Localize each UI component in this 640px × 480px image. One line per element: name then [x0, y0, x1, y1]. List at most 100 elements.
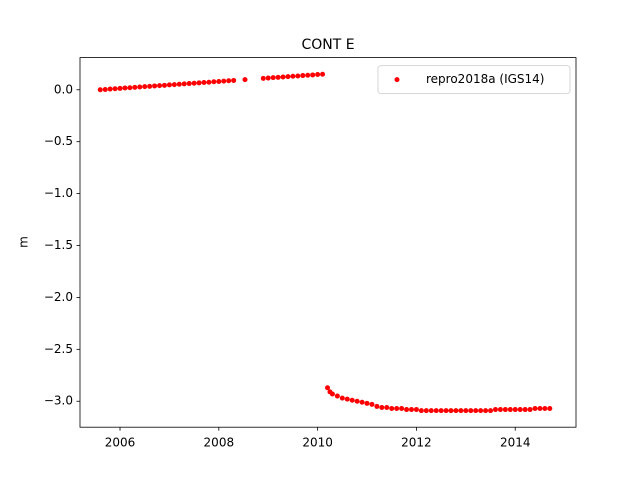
data-point	[512, 407, 518, 413]
data-point	[364, 400, 370, 406]
data-point	[242, 77, 248, 83]
x-tick-label: 2012	[401, 436, 432, 450]
data-point	[428, 408, 434, 414]
data-point	[270, 75, 276, 81]
data-point	[300, 73, 306, 79]
data-point	[216, 78, 222, 84]
data-point	[161, 82, 167, 88]
data-point	[191, 80, 197, 86]
data-point	[384, 404, 390, 410]
data-point	[344, 396, 350, 402]
data-point	[211, 79, 217, 85]
data-point	[458, 408, 464, 414]
data-point	[374, 403, 380, 409]
data-point	[152, 83, 158, 89]
data-point	[329, 391, 335, 397]
data-point	[389, 406, 395, 412]
data-point	[176, 81, 182, 87]
data-point	[97, 87, 103, 93]
data-point	[527, 407, 533, 413]
legend-label: repro2018a (IGS14)	[426, 72, 544, 86]
data-point	[537, 406, 543, 412]
data-point	[112, 86, 118, 92]
x-tick-label: 2010	[302, 436, 333, 450]
data-point	[547, 406, 553, 412]
data-point	[305, 72, 311, 78]
data-point	[478, 408, 484, 414]
legend-box	[377, 65, 571, 94]
y-tick-label: −0.5	[44, 134, 73, 148]
data-point	[320, 71, 326, 77]
data-point	[102, 86, 108, 92]
x-tick-label: 2008	[204, 436, 235, 450]
data-point	[492, 407, 498, 413]
data-point	[285, 74, 291, 80]
data-point	[186, 81, 192, 87]
data-point	[265, 75, 271, 81]
x-tick-label: 2014	[500, 436, 531, 450]
data-point	[315, 72, 321, 78]
data-point	[231, 77, 237, 83]
y-tick-label: −1.0	[44, 186, 73, 200]
data-point	[483, 408, 489, 414]
data-point	[463, 408, 469, 414]
data-point	[280, 74, 286, 80]
data-point	[404, 407, 410, 413]
data-point	[339, 395, 345, 401]
data-point	[201, 80, 207, 86]
x-tick-label: 2006	[105, 436, 136, 450]
data-point	[448, 408, 454, 414]
data-point	[443, 408, 449, 414]
y-tick-label: −2.5	[44, 342, 73, 356]
data-point	[394, 406, 400, 412]
data-point	[226, 78, 232, 84]
data-point	[532, 406, 538, 412]
data-point	[379, 404, 385, 410]
data-point	[473, 408, 479, 414]
data-point	[433, 408, 439, 414]
data-point	[542, 406, 548, 412]
data-point	[325, 385, 331, 391]
data-point	[295, 73, 301, 79]
data-point	[349, 397, 355, 403]
data-point	[290, 73, 296, 79]
data-point	[418, 408, 424, 414]
chart-title: CONT E	[301, 37, 354, 53]
data-point	[310, 72, 316, 78]
data-point	[369, 401, 375, 407]
data-point	[206, 79, 212, 85]
data-point	[334, 393, 340, 399]
data-point	[517, 407, 523, 413]
data-point	[507, 407, 513, 413]
legend-marker	[394, 77, 400, 83]
y-axis-label: m	[17, 236, 31, 248]
y-tick-label: −1.5	[44, 238, 73, 252]
data-point	[354, 398, 360, 404]
data-point	[413, 407, 419, 413]
data-point	[166, 82, 172, 88]
data-point	[502, 407, 508, 413]
data-point	[196, 80, 202, 86]
data-point	[221, 78, 227, 84]
data-point	[453, 408, 459, 414]
data-point	[171, 82, 177, 88]
data-point	[157, 83, 163, 89]
data-point	[137, 84, 143, 90]
y-tick-label: 0.0	[54, 82, 73, 96]
data-point	[260, 75, 266, 81]
data-point	[497, 407, 503, 413]
data-point	[438, 408, 444, 414]
data-point	[132, 84, 138, 90]
data-point	[127, 85, 133, 91]
data-point	[423, 408, 429, 414]
data-point	[359, 399, 365, 405]
plot-frame	[79, 57, 577, 428]
data-point	[122, 85, 128, 91]
data-point	[399, 406, 405, 412]
data-point	[142, 84, 148, 90]
data-point	[468, 408, 474, 414]
data-point	[107, 86, 113, 92]
data-point	[181, 81, 187, 87]
